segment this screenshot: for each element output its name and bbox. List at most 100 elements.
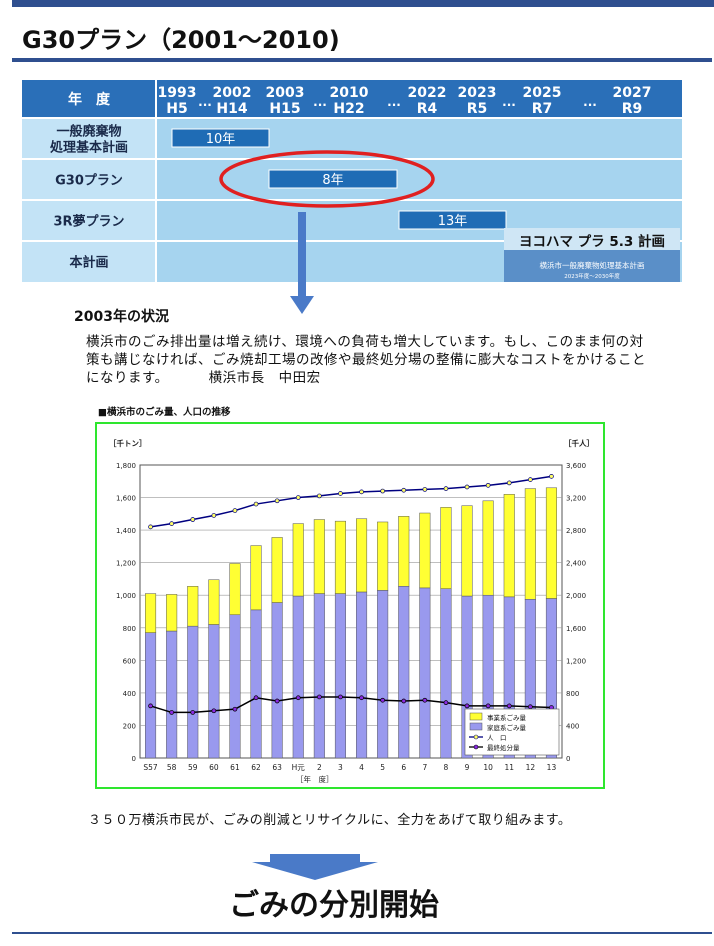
- bar-household: [250, 609, 262, 759]
- bar-business: [545, 487, 557, 599]
- y-tick-right: 0: [566, 755, 570, 763]
- bar-business: [440, 507, 452, 589]
- y-tick-left: 1,600: [116, 495, 136, 503]
- y-axis-label-left: ［千トン］: [109, 438, 147, 448]
- timeline-year: ...: [583, 95, 597, 109]
- bar-household: [313, 593, 325, 759]
- bottom-rule: [12, 932, 712, 934]
- x-tick: 13: [547, 763, 557, 772]
- legend-label: 家庭系ごみ量: [487, 723, 527, 732]
- y-tick-left: 0: [132, 755, 136, 763]
- row-label: G30プラン: [55, 174, 123, 189]
- bar-business: [503, 494, 515, 598]
- population-point: [443, 486, 449, 491]
- timeline-year: 2022: [408, 85, 447, 101]
- x-tick: 11: [504, 763, 514, 772]
- y-tick-right: 1,200: [566, 657, 586, 665]
- landfill-point: [148, 703, 153, 709]
- y-tick-right: 1,600: [566, 625, 586, 633]
- landfill-point: [528, 704, 533, 710]
- landfill-point: [317, 694, 322, 700]
- plan-duration-bar: [268, 169, 398, 189]
- landfill-point: [211, 708, 217, 714]
- row-label: 3R夢プラン: [53, 214, 124, 230]
- timeline-year: ...: [198, 95, 212, 109]
- row-label: 一般廃棄物: [56, 124, 121, 140]
- y-tick-right: 400: [566, 722, 579, 730]
- landfill-point: [274, 698, 280, 704]
- x-tick: 12: [526, 763, 536, 772]
- row-label: 処理基本計画: [49, 140, 128, 156]
- bar-business: [208, 579, 220, 625]
- timeline-year: 2010: [330, 85, 369, 101]
- down-arrow-icon: [290, 212, 314, 314]
- timeline-year: ...: [313, 95, 327, 109]
- legend-marker: [473, 744, 479, 750]
- y-tick-left: 200: [123, 722, 136, 730]
- x-tick: S57: [143, 763, 158, 772]
- plan-duration-label: 8年: [322, 173, 343, 188]
- timeline-era: H22: [333, 101, 364, 117]
- x-tick: 59: [188, 763, 198, 772]
- timeline-era: R7: [532, 101, 553, 117]
- x-tick: 61: [230, 763, 240, 772]
- bar-household: [145, 632, 157, 759]
- population-point: [549, 474, 554, 479]
- plan-card-subtitle: 横浜市一般廃棄物処理基本計画: [540, 260, 645, 270]
- bar-business: [166, 594, 178, 632]
- x-tick: 5: [380, 763, 385, 772]
- landfill-line: [150, 696, 552, 714]
- timeline-year: ...: [502, 95, 516, 109]
- chart-caption: ■横浜市のごみ量、人口の推移: [98, 407, 231, 418]
- landfill-point: [443, 700, 449, 706]
- bar-household: [419, 587, 431, 759]
- bar-business: [482, 500, 494, 596]
- population-point: [401, 487, 407, 493]
- landfill-point: [338, 694, 343, 700]
- landfill-point: [169, 710, 175, 715]
- population-line: [150, 475, 552, 528]
- legend-swatch: [469, 712, 483, 721]
- y-tick-right: 2,800: [566, 527, 586, 535]
- y-tick-left: 1,200: [116, 560, 136, 568]
- y-tick-right: 2,000: [566, 592, 586, 600]
- y-tick-left: 800: [123, 625, 136, 633]
- bar-household: [292, 595, 304, 759]
- bar-household: [356, 591, 368, 759]
- timeline-year: ...: [387, 95, 401, 109]
- bar-business: [419, 512, 431, 589]
- timeline-era: R4: [417, 101, 438, 117]
- bar-business: [356, 518, 368, 593]
- y-tick-left: 1,400: [116, 527, 136, 535]
- landfill-point: [464, 703, 470, 709]
- bar-household: [334, 593, 346, 759]
- bar-business: [524, 488, 536, 600]
- timeline-year: 2023: [458, 85, 497, 101]
- bar-household: [229, 614, 241, 759]
- bar-household: [377, 590, 389, 759]
- x-tick: 6: [401, 763, 406, 772]
- y-tick-right: 800: [566, 690, 579, 698]
- landfill-point: [422, 697, 428, 703]
- waste-population-chart: 0 200 400 600 800 1,000 1,200 1,400 1,600 1,800 0 4…: [109, 438, 594, 784]
- bar-household: [271, 602, 283, 759]
- page-title: G30プラン（2001〜2010): [22, 26, 340, 54]
- x-tick: 9: [465, 763, 470, 772]
- timeline-era: H5: [166, 101, 187, 117]
- mayor-quote: 横浜市のごみ排出量は増え続け、環境への負荷も増大しています。もし、このまま何の対…: [86, 333, 646, 387]
- y-tick-right: 3,200: [566, 495, 586, 503]
- row-label: 本計画: [69, 255, 108, 271]
- population-point: [169, 521, 175, 526]
- landfill-point: [485, 703, 491, 709]
- x-tick: 63: [272, 763, 282, 772]
- down-chevron-icon: [252, 854, 378, 880]
- bar-household: [187, 625, 199, 759]
- population-point: [232, 508, 238, 513]
- quote-author: 横浜市長 中田宏: [208, 370, 321, 386]
- x-tick: H元: [292, 763, 306, 772]
- timeline-year: 2027: [613, 85, 652, 101]
- top-accent-bar: [12, 0, 714, 7]
- landfill-point: [232, 706, 238, 712]
- timeline-year: 2025: [523, 85, 562, 101]
- population-point: [274, 498, 280, 504]
